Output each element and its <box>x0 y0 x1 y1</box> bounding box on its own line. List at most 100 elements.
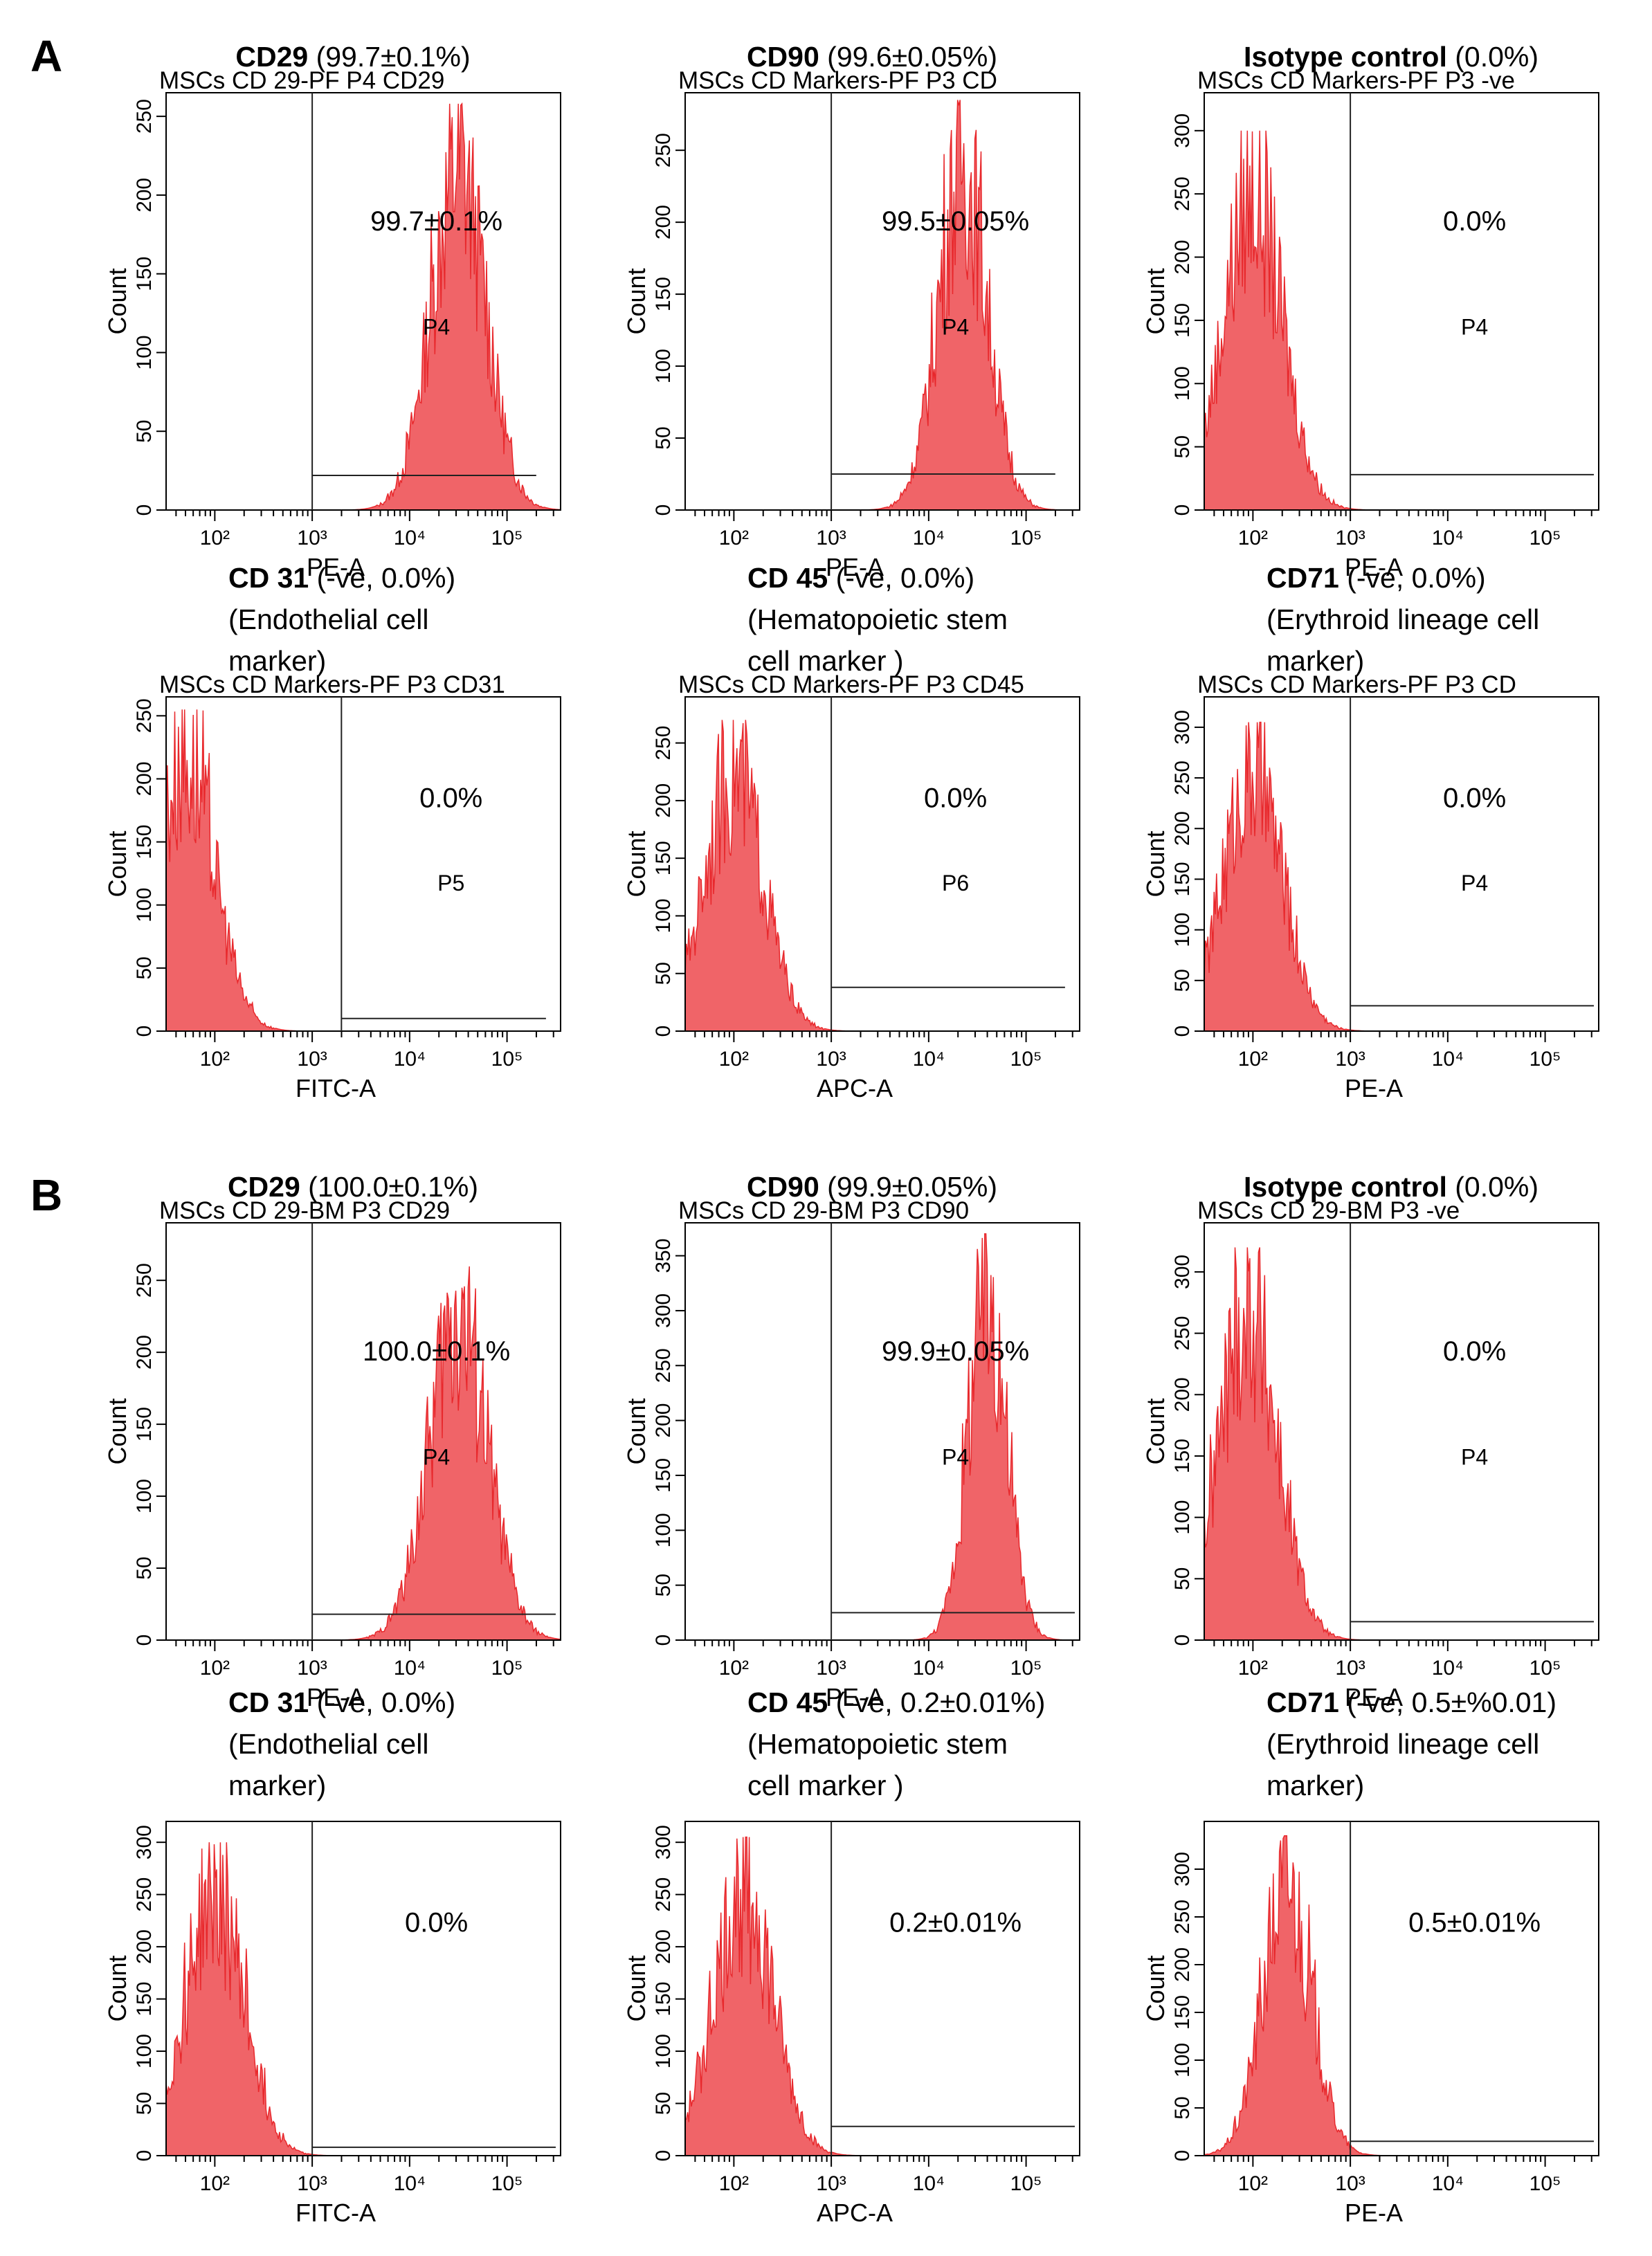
x-axis-label: PE-A <box>826 1683 884 1711</box>
gate-percent-label: 99.7±0.1% <box>370 206 502 237</box>
histogram-isotype-pf: Isotype control (0.0%) MSCs CD Markers-PF… <box>1128 36 1652 583</box>
marker-name: CD29 <box>227 1171 300 1203</box>
plot-heading: CD 31 (-ve, 0.0%) (Endothelial cell marker… <box>90 1682 616 1806</box>
x-tick-label: 10³ <box>297 2172 327 2195</box>
plot-title: MSCs CD Markers-PF P3 CD <box>1197 671 1516 698</box>
y-tick-label: 200 <box>1171 240 1194 275</box>
x-tick-label: 10⁵ <box>1010 527 1042 549</box>
histogram-area <box>685 100 1080 511</box>
marker-name: CD 31 <box>228 1686 309 1718</box>
y-tick-label: 100 <box>652 898 675 933</box>
x-tick-label: 10³ <box>1335 2172 1365 2195</box>
y-tick-label: 150 <box>652 1458 675 1493</box>
y-tick-label: 0 <box>1171 1635 1194 1646</box>
plot-heading: CD 31 (-ve, 0.0%) (Endothelial cell marker… <box>90 557 616 682</box>
x-tick-label: 10³ <box>1335 527 1365 549</box>
y-axis-label: Count <box>1141 830 1170 897</box>
histogram-area <box>1204 1835 1599 2156</box>
y-tick-label: 250 <box>1171 1900 1194 1934</box>
histogram-area <box>166 1266 561 1641</box>
histogram-cd90-pf: CD90 (99.6±0.05%) MSCs CD Markers-PF P3 C… <box>609 36 1135 583</box>
heading-line: marker) <box>1267 645 1365 677</box>
y-axis-label: Count <box>103 830 131 897</box>
x-tick-label: 10⁵ <box>491 1657 523 1680</box>
plot-heading: CD71 (-ve, 0.5±%0.01) (Erythroid lineage … <box>1128 1682 1652 1806</box>
y-tick-label: 100 <box>652 1513 675 1547</box>
y-tick-label: 150 <box>1171 303 1194 338</box>
y-tick-label: 0 <box>133 1635 156 1646</box>
plot-frame <box>684 696 1080 1032</box>
x-tick-label: 10⁵ <box>1530 527 1561 549</box>
x-tick-label: 10⁴ <box>394 2172 426 2195</box>
y-tick-label: 250 <box>133 99 156 134</box>
plot-frame <box>1204 696 1599 1032</box>
plot-heading: CD29 (99.7±0.1%) <box>90 36 616 78</box>
x-tick-label: 10⁴ <box>1432 1657 1464 1680</box>
plot-title: MSCs CD 29-PF P4 CD29 <box>159 67 444 94</box>
y-axis-label: Count <box>1141 1955 1170 2021</box>
marker-name: Isotype control <box>1243 41 1447 73</box>
gate-name-label: P4 <box>1461 871 1488 895</box>
gate-percent-label: 0.5±0.01% <box>1408 1907 1541 1938</box>
heading-line: marker) <box>228 645 327 677</box>
histogram-svg: MSCs CD 29-BM P3 CD90 99.9±0.05% P4 0 50 100 1… <box>622 1197 1080 1711</box>
marker-name: CD90 <box>746 41 819 73</box>
x-axis-label: PE-A <box>307 1683 365 1711</box>
plot-heading: CD29 (100.0±0.1%) <box>90 1166 616 1208</box>
x-tick-label: 10⁴ <box>913 527 945 549</box>
histogram-cd29-pf: CD29 (99.7±0.1%) MSCs CD 29-PF P4 CD29 99.… <box>90 36 616 583</box>
y-tick-label: 150 <box>652 1982 675 2017</box>
histogram-area <box>165 709 561 1032</box>
plot-frame <box>684 92 1080 511</box>
gate-name-label: P4 <box>423 315 450 340</box>
plot-title: MSCs CD 29-BM P3 CD90 <box>678 1197 969 1224</box>
heading-line: CD71 (-ve, 0.0%) <box>1267 557 1652 599</box>
x-tick-label: 10⁵ <box>1530 1048 1561 1071</box>
plot-frame <box>165 696 561 1032</box>
gate-percent-label: 0.0% <box>924 783 987 813</box>
y-tick-label: 50 <box>133 2092 156 2115</box>
gate-percent-label: 99.9±0.05% <box>882 1336 1029 1367</box>
x-tick-label: 10⁵ <box>1010 2172 1042 2195</box>
x-tick-label: 10³ <box>816 1048 846 1071</box>
x-axis-label: FITC-A <box>296 1074 376 1102</box>
y-tick-label: 0 <box>1171 504 1194 516</box>
x-axis-label: PE-A <box>1345 553 1403 581</box>
y-tick-label: 250 <box>652 726 675 761</box>
y-tick-label: 300 <box>1171 710 1194 745</box>
marker-percent-note: (-ve, 0.0%) <box>309 1686 456 1718</box>
y-tick-label: 300 <box>652 1293 675 1328</box>
y-tick-label: 200 <box>652 205 675 239</box>
x-tick-label: 10⁵ <box>491 2172 523 2195</box>
histogram-area <box>166 102 561 511</box>
marker-name: CD 45 <box>747 1686 828 1718</box>
y-tick-label: 150 <box>133 257 156 291</box>
gate-name-label: P4 <box>942 1445 969 1470</box>
marker-name: CD90 <box>746 1171 819 1203</box>
heading-line: (Erythroid lineage cell <box>1267 1728 1540 1760</box>
heading-line: (Hematopoietic stem <box>747 603 1008 635</box>
plot-frame <box>165 1222 561 1641</box>
panel-letter-a: A <box>30 31 63 81</box>
y-axis-label: Count <box>103 1955 131 2021</box>
plot-heading: CD 45 (-ve, 0.2±0.01%) (Hematopoietic ste… <box>609 1682 1135 1806</box>
gate-percent-label: 0.0% <box>1443 206 1506 237</box>
y-tick-label: 100 <box>652 349 675 383</box>
y-axis-label: Count <box>622 268 651 334</box>
heading-line: marker) <box>228 1770 327 1801</box>
y-tick-label: 100 <box>1171 2043 1194 2077</box>
y-tick-label: 350 <box>652 1239 675 1273</box>
y-tick-label: 50 <box>1171 435 1194 458</box>
marker-name: CD 45 <box>747 562 828 594</box>
gate-percent-label: 0.2±0.01% <box>889 1907 1022 1938</box>
heading-line: Isotype control (0.0%) <box>1128 1166 1652 1208</box>
y-tick-label: 0 <box>652 504 675 516</box>
marker-percent-note: (99.7±0.1%) <box>308 41 471 73</box>
heading-line: CD29 (99.7±0.1%) <box>90 36 616 78</box>
x-tick-label: 10⁵ <box>1530 2172 1561 2195</box>
gate-percent-label: 100.0±0.1% <box>363 1336 510 1367</box>
x-tick-label: 10³ <box>297 527 327 549</box>
x-axis-label: PE-A <box>1345 1683 1403 1711</box>
plot-title: MSCs CD Markers-PF P3 CD31 <box>159 671 505 698</box>
y-tick-label: 150 <box>652 277 675 311</box>
